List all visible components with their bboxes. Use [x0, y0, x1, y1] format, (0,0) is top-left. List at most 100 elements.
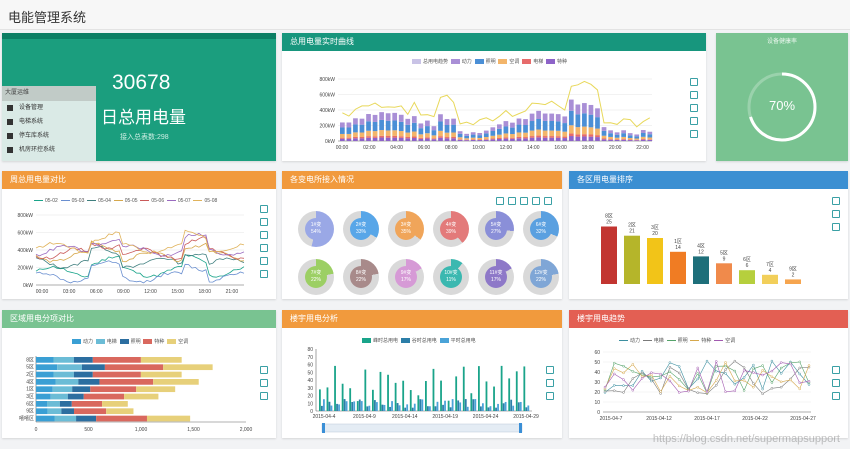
- legend-item[interactable]: 05-08: [193, 198, 220, 204]
- meter-ring[interactable]: 5#变 27%: [478, 211, 514, 247]
- meter-ring[interactable]: 10#变 11%: [433, 259, 469, 295]
- legend-item[interactable]: 电梯: [642, 338, 667, 344]
- stacked-bar: [483, 139, 489, 141]
- legend-item[interactable]: 动力: [619, 338, 643, 344]
- save-icon[interactable]: [832, 392, 840, 400]
- line-chart-icon[interactable]: [260, 218, 268, 226]
- menu-item-elevator[interactable]: 电梯系统: [2, 115, 96, 129]
- stacked-bar: [438, 136, 443, 138]
- bar-chart-icon[interactable]: [260, 205, 268, 213]
- refresh-icon[interactable]: [546, 379, 554, 387]
- legend-item[interactable]: 05-06: [140, 198, 167, 204]
- save-icon[interactable]: [544, 197, 552, 205]
- trend-point: [798, 381, 801, 385]
- y-tick-label: 80: [307, 347, 313, 353]
- trend-point: [733, 379, 737, 383]
- meter-ring[interactable]: 2#变 33%: [343, 211, 379, 247]
- meter-ring[interactable]: 7#变 22%: [298, 259, 334, 295]
- funnel-icon[interactable]: [520, 197, 528, 205]
- refresh-icon[interactable]: [260, 379, 268, 387]
- pie-icon[interactable]: [508, 197, 516, 205]
- stacked-bar: [634, 134, 640, 137]
- trend-point: [761, 387, 764, 391]
- save-icon[interactable]: [546, 392, 554, 400]
- stacked-bar: [392, 137, 398, 141]
- analysis-bar: [336, 403, 338, 411]
- bar-chart-icon[interactable]: [832, 366, 840, 374]
- line-chart-icon[interactable]: [690, 91, 698, 99]
- stack-icon[interactable]: [260, 231, 268, 239]
- week-series-line: [35, 260, 245, 284]
- save-icon[interactable]: [260, 270, 268, 278]
- refresh-icon[interactable]: [532, 197, 540, 205]
- tile-icon[interactable]: [260, 244, 268, 252]
- menu-item-devices[interactable]: 设备管理: [2, 101, 96, 115]
- refresh-icon[interactable]: [832, 379, 840, 387]
- legend-item[interactable]: 峰时总用电: [362, 338, 401, 344]
- stacked-bar: [575, 134, 581, 137]
- meter-ring[interactable]: 1#变 54%: [298, 211, 334, 247]
- legend-item[interactable]: 05-04: [87, 198, 114, 204]
- refresh-icon[interactable]: [260, 257, 268, 265]
- y-tick-label: 400kW: [319, 108, 335, 114]
- menu-item-parking[interactable]: 停车库系统: [2, 129, 96, 143]
- x-tick-label: 14:00: [527, 145, 540, 151]
- data-view-icon[interactable]: [496, 197, 504, 205]
- stacked-bar: [36, 357, 54, 363]
- refresh-icon[interactable]: [832, 210, 840, 218]
- kpi-value: 30678: [112, 71, 171, 94]
- stacked-bar: [140, 371, 182, 378]
- analysis-bar: [334, 365, 336, 411]
- stacked-bar: [510, 127, 515, 135]
- legend-item[interactable]: 特种: [690, 338, 714, 344]
- legend-item[interactable]: 动力: [72, 339, 96, 345]
- legend-item[interactable]: 特种: [143, 339, 167, 345]
- legend-item[interactable]: 照明: [666, 338, 691, 344]
- stacked-bar: [529, 137, 535, 141]
- stacked-bar: [96, 415, 147, 422]
- meter-ring[interactable]: 3#变 35%: [388, 211, 424, 247]
- stacked-bar: [516, 138, 522, 141]
- save-icon[interactable]: [832, 223, 840, 231]
- legend-item[interactable]: 总用电趋势: [423, 59, 449, 65]
- legend-item[interactable]: 谷时总用电: [400, 338, 440, 344]
- data-view-icon[interactable]: [832, 197, 840, 205]
- legend-item[interactable]: 空调: [167, 339, 191, 345]
- y-tick-label: 600kW: [17, 231, 33, 237]
- x-tick-label: 2015-04-7: [600, 416, 623, 422]
- meter-ring[interactable]: 6#变 32%: [523, 211, 559, 247]
- legend-item[interactable]: 05-05: [113, 198, 141, 204]
- refresh-icon[interactable]: [690, 117, 698, 125]
- legend-item[interactable]: 电梯: [95, 339, 120, 345]
- legend-item[interactable]: 动力: [461, 59, 472, 65]
- legend-item[interactable]: 特种: [556, 59, 567, 65]
- legend-item[interactable]: 05-07: [166, 198, 194, 204]
- bar-chart-icon[interactable]: [260, 366, 268, 374]
- stacked-bar: [523, 119, 528, 126]
- meter-ring[interactable]: 9#变 17%: [388, 259, 424, 295]
- legend-item[interactable]: 05-02: [34, 198, 61, 204]
- legend-item[interactable]: 照明: [119, 339, 144, 345]
- stacked-bar: [568, 125, 574, 134]
- meter-ring[interactable]: 12#变 22%: [523, 259, 559, 295]
- meter-ring[interactable]: 4#变 39%: [433, 211, 469, 247]
- legend-item[interactable]: 05-03: [60, 198, 88, 204]
- stacked-bar: [634, 136, 640, 139]
- stacked-bar: [588, 114, 594, 128]
- stacked-bar: [59, 401, 72, 407]
- stack-icon[interactable]: [690, 104, 698, 112]
- save-icon[interactable]: [260, 392, 268, 400]
- weekly-tools: [260, 205, 270, 283]
- rank-bar-value: 20: [652, 231, 658, 237]
- meter-ring[interactable]: 11#变 17%: [478, 259, 514, 295]
- legend-item[interactable]: 空调: [509, 59, 520, 65]
- bar-chart-icon[interactable]: [546, 366, 554, 374]
- legend-item[interactable]: 电梯: [533, 59, 544, 65]
- menu-item-server[interactable]: 机房环控系统: [2, 143, 96, 157]
- legend-item[interactable]: 照明: [485, 59, 496, 65]
- legend-item[interactable]: 平时总用电: [439, 338, 479, 344]
- meter-ring[interactable]: 8#变 22%: [343, 259, 379, 295]
- save-icon[interactable]: [690, 130, 698, 138]
- bar-chart-icon[interactable]: [690, 78, 698, 86]
- legend-item[interactable]: 空调: [714, 338, 738, 344]
